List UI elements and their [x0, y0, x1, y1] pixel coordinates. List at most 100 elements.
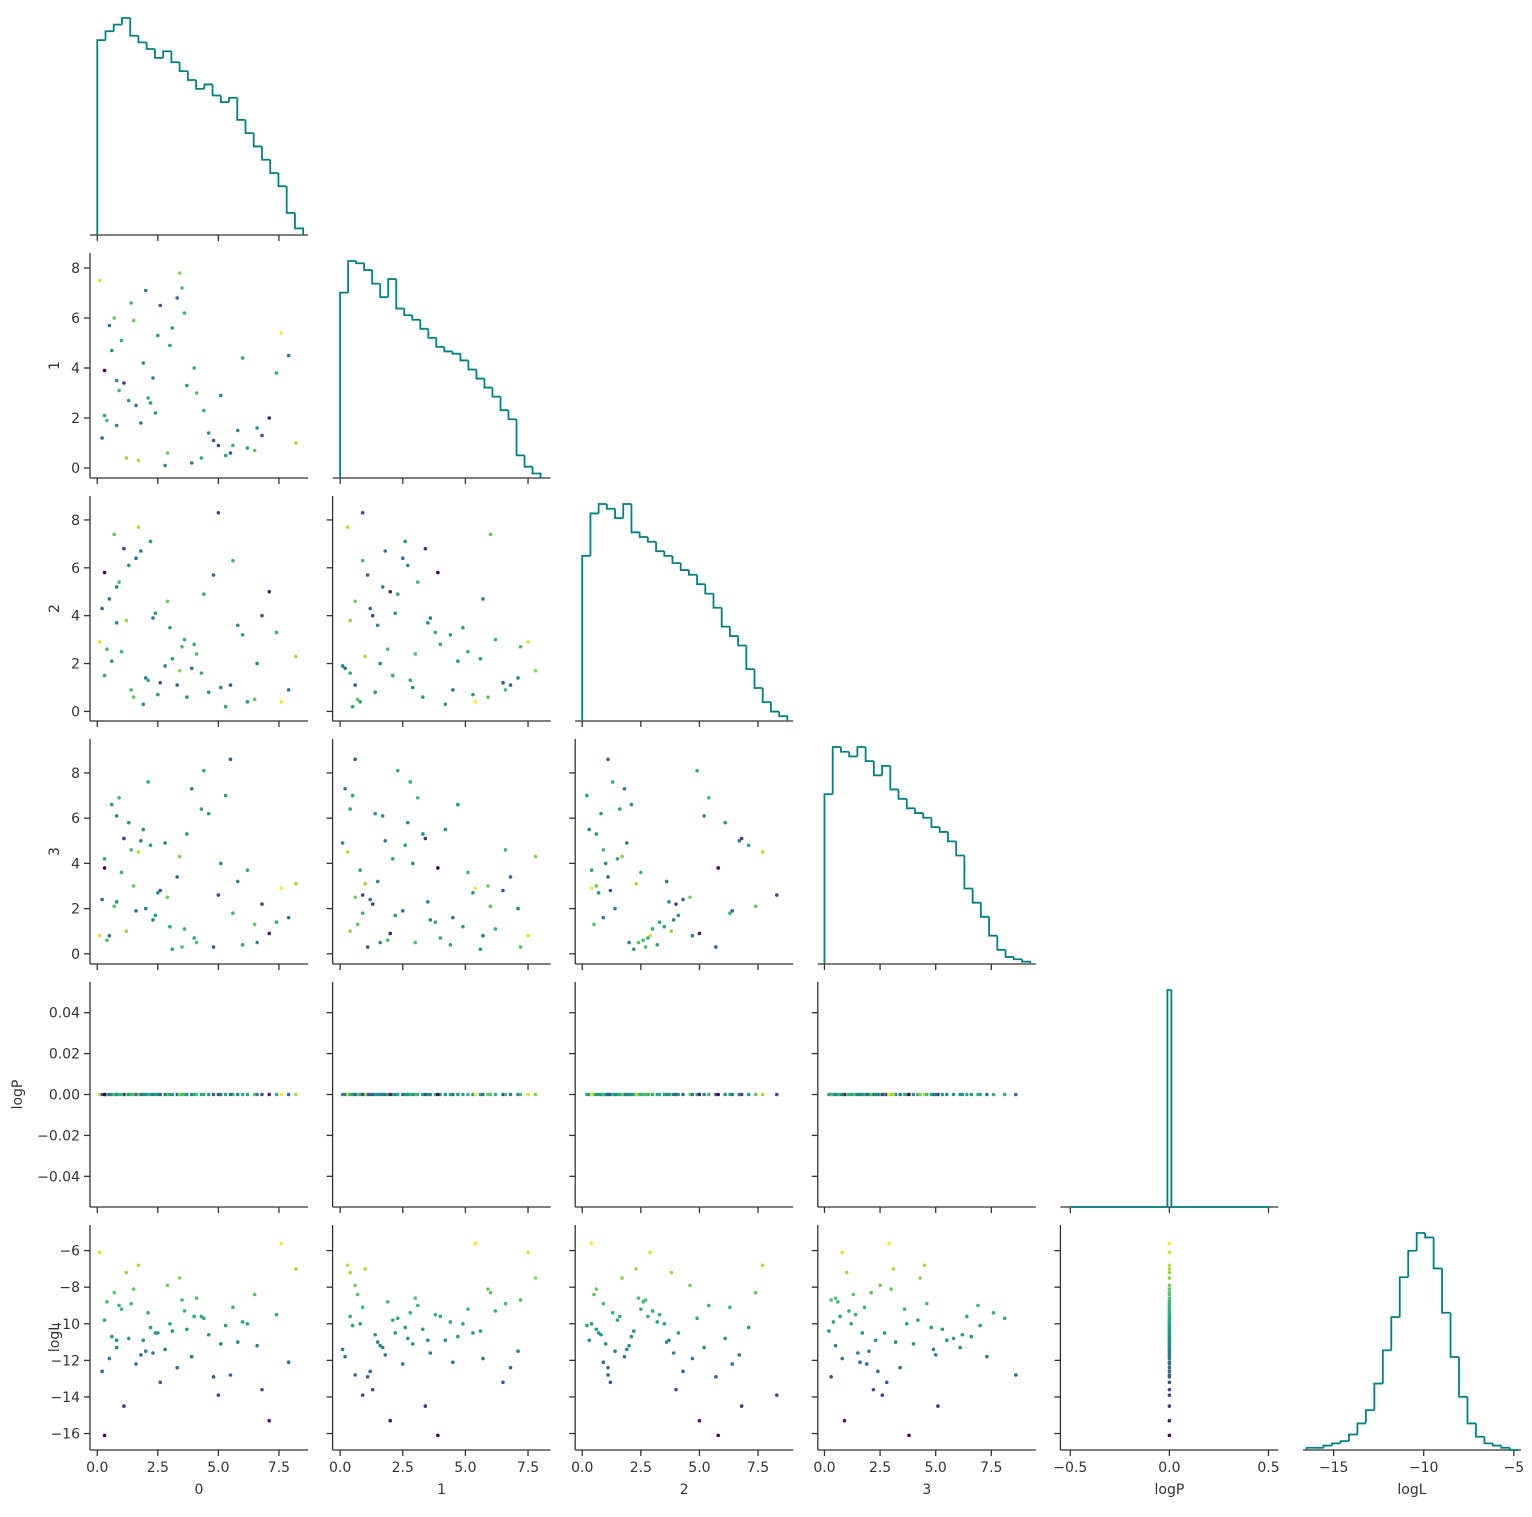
scatter-point [245, 1321, 250, 1326]
hist-bin [655, 541, 665, 553]
hist-bin [1381, 1349, 1392, 1384]
scatter-point [170, 947, 175, 952]
scatter-point [1167, 1301, 1172, 1306]
scatter-point [286, 688, 291, 692]
y-tick-label: 2 [71, 657, 80, 673]
scatter-point [991, 1092, 996, 1097]
scatter-point [286, 1360, 291, 1364]
hist-bin [622, 503, 632, 519]
scatter-point [192, 642, 196, 647]
hist-bin [1458, 1357, 1468, 1398]
scatter-point [403, 1092, 408, 1097]
scatter-point [978, 1092, 982, 1097]
scatter-point [671, 918, 676, 922]
scatter-point [365, 1092, 370, 1097]
hist-bin [1339, 1440, 1349, 1444]
scatter-point [231, 558, 235, 563]
scatter-point [728, 911, 732, 915]
scatter-point [1167, 1287, 1172, 1291]
scatter-point [1002, 1316, 1007, 1321]
x-tick-label: 7.5 [517, 1460, 539, 1476]
hist-bin [162, 50, 172, 58]
scatter-point [163, 463, 167, 468]
hist-bin [219, 95, 230, 104]
scatter-point [151, 918, 155, 922]
scatter-point [526, 933, 530, 938]
hist-bin [285, 186, 295, 214]
hist-bin [605, 504, 616, 510]
scatter-point [156, 692, 160, 697]
scatter-point [378, 940, 383, 945]
hist-bin [236, 97, 246, 121]
scatter-point [667, 1338, 671, 1343]
scatter-point [697, 1092, 702, 1097]
hist-bin [435, 337, 445, 348]
y-tick-label: 0.00 [49, 1088, 80, 1104]
scatter-point [294, 654, 298, 659]
hist-bin [1390, 1316, 1400, 1351]
panel [575, 503, 794, 727]
scatter-point [107, 597, 112, 601]
scatter-point [189, 786, 194, 791]
scatter-point [922, 1263, 927, 1268]
scatter-point [592, 922, 596, 927]
scatter-point [255, 1343, 259, 1348]
scatter-point [688, 1283, 692, 1288]
scatter-point [393, 1331, 398, 1335]
y-tick-label: −0.02 [37, 1128, 80, 1144]
scatter-point [368, 1369, 372, 1374]
scatter-point [1167, 1353, 1172, 1357]
scatter-point [395, 1316, 400, 1321]
scatter-point [594, 884, 599, 888]
scatter-point [648, 1250, 653, 1255]
scatter-point [978, 1323, 982, 1328]
scatter-point [1167, 1347, 1172, 1352]
hist-bin [1170, 990, 1269, 1208]
scatter-point [606, 1365, 610, 1370]
scatter-point [471, 1092, 475, 1097]
scatter-point [194, 652, 199, 656]
scatter-point [423, 1092, 428, 1097]
scatter-point [134, 556, 138, 561]
panel: −15 −10 −5 logL [1303, 1232, 1524, 1498]
scatter-point [594, 832, 599, 836]
scatter-point [1167, 1276, 1172, 1280]
scatter-point [245, 700, 250, 704]
hist-bin [881, 764, 891, 776]
scatter-point [136, 458, 141, 463]
hist-bin [403, 308, 413, 317]
scatter-point [102, 673, 107, 678]
hist-bin [507, 410, 517, 421]
scatter-point [252, 697, 257, 702]
scatter-point [294, 1267, 298, 1271]
scatter-point [202, 592, 206, 596]
scatter-point [206, 690, 211, 695]
y-tick-label: −12 [50, 1353, 80, 1369]
scatter-point [141, 361, 146, 365]
panel [817, 746, 1036, 970]
scatter-point [421, 1092, 425, 1097]
y-axis-label: 3 [47, 847, 63, 856]
scatter-point [613, 1349, 617, 1354]
panel: 0.0 2.5 5.0 7.5 1 [326, 1225, 551, 1498]
panel [90, 17, 308, 241]
scatter-point [353, 599, 357, 604]
scatter-point [235, 1340, 240, 1344]
scatter-point [493, 1309, 498, 1313]
scatter-point [158, 888, 163, 893]
scatter-point [774, 1092, 779, 1097]
scatter-point [252, 922, 257, 927]
scatter-point [433, 1312, 438, 1317]
scatter-point [231, 443, 235, 448]
scatter-point [723, 820, 728, 825]
scatter-point [887, 1092, 891, 1097]
scatter-point [158, 1380, 163, 1385]
scatter-point [840, 1356, 845, 1361]
hist-bin [581, 554, 591, 721]
scatter-point [405, 563, 410, 568]
hist-bin [203, 83, 213, 89]
scatter-point [393, 1092, 398, 1097]
scatter-point [141, 827, 146, 832]
x-tick-label: 0.0 [86, 1460, 108, 1476]
